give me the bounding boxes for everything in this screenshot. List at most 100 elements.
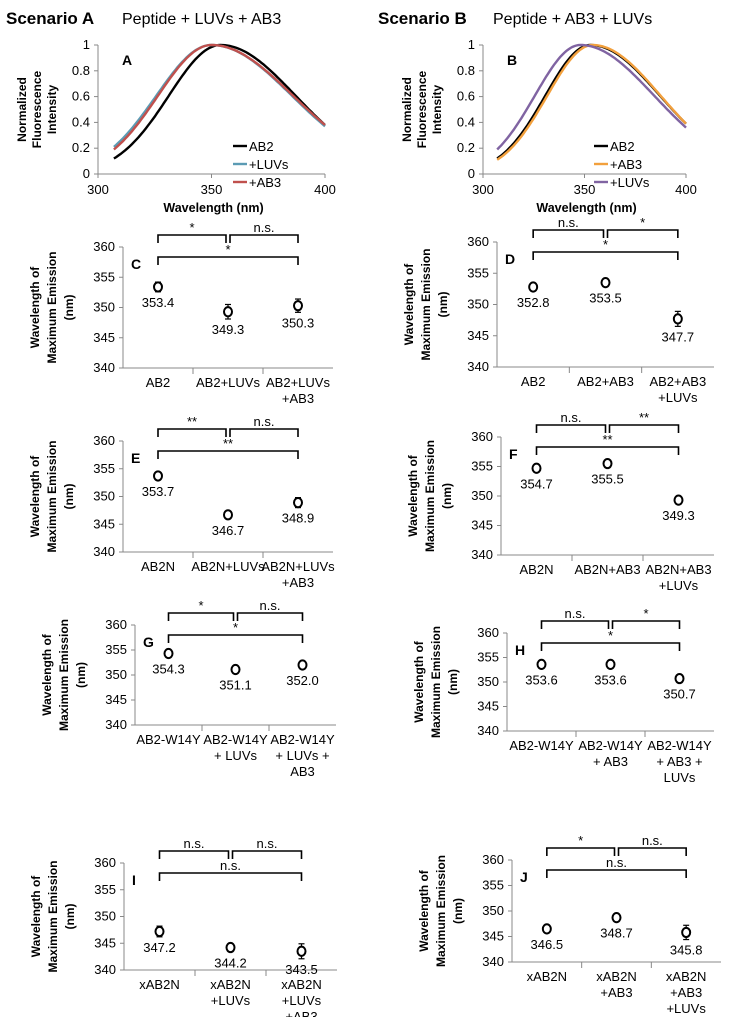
data-point xyxy=(153,281,163,293)
x-category-label: + AB3 xyxy=(593,754,628,769)
panel-letter: A xyxy=(122,52,132,68)
legend-entry: +LUVs xyxy=(249,157,289,172)
y-axis-label: Maximum Emission xyxy=(423,440,437,552)
data-point xyxy=(611,912,622,924)
data-point xyxy=(223,306,233,318)
data-point xyxy=(230,663,241,676)
chart-b: 0 0.2 0.4 0.6 0.8 1 300 350 400 Wavelength (nm) No… xyxy=(400,37,697,215)
significance-label: * xyxy=(233,620,238,635)
significance-bracket xyxy=(611,620,681,629)
significance-label: * xyxy=(640,215,645,230)
data-point xyxy=(674,672,685,685)
significance-label: * xyxy=(578,833,583,848)
series-line-ab2 xyxy=(113,43,326,160)
legend-entry: +AB3 xyxy=(610,157,642,172)
x-category-label: xAB2N xyxy=(666,969,706,984)
significance-bracket xyxy=(157,428,227,437)
panel-letter: I xyxy=(132,872,136,888)
y-axis-label: (nm) xyxy=(440,483,454,509)
panel-letter: F xyxy=(509,446,518,462)
significance-label: n.s. xyxy=(606,855,627,870)
x-category-label: AB2 xyxy=(521,374,546,389)
x-category-label: +AB3 xyxy=(600,985,632,1000)
y-axis-label: Maximum Emission xyxy=(45,440,59,552)
data-point xyxy=(605,658,616,670)
y-tick-label: 355 xyxy=(477,650,499,665)
x-category-label: AB2 xyxy=(146,375,171,390)
y-tick-label: 0 xyxy=(468,166,475,181)
significance-bracket xyxy=(606,229,679,238)
x-category-label: + LUVs xyxy=(214,748,257,763)
data-point xyxy=(297,659,308,671)
x-tick-label: 300 xyxy=(87,182,109,197)
data-label: 345.8 xyxy=(670,943,703,958)
data-label: 353.6 xyxy=(594,672,627,687)
y-axis-label: Maximum Emission xyxy=(429,626,443,738)
x-category-label: AB2+LUVs xyxy=(196,375,260,390)
x-category-label: AB2+LUVs xyxy=(266,375,330,390)
data-point xyxy=(293,497,303,509)
x-category-label: AB2N+AB3 xyxy=(645,562,711,577)
y-axis-label: Wavelength of xyxy=(28,455,42,538)
y-tick-label: 340 xyxy=(471,547,493,562)
y-axis-label: Normalized xyxy=(400,77,414,142)
y-tick-label: 360 xyxy=(105,617,127,632)
data-point xyxy=(163,647,174,660)
panel-letter: E xyxy=(131,450,140,466)
data-point xyxy=(602,457,613,470)
data-point xyxy=(673,494,684,506)
y-axis-label: Maximum Emission xyxy=(57,619,71,731)
x-category-label: xAB2N xyxy=(139,977,179,992)
x-category-label: LUVs xyxy=(664,770,696,785)
significance-bracket xyxy=(540,620,610,629)
data-point xyxy=(600,277,611,289)
y-tick-label: 340 xyxy=(105,717,127,732)
panel-letter: D xyxy=(505,251,515,267)
data-point xyxy=(528,281,539,293)
y-tick-label: 355 xyxy=(471,459,493,474)
data-label: 350.3 xyxy=(282,315,315,330)
data-label: 351.1 xyxy=(219,678,252,693)
y-tick-label: 360 xyxy=(482,852,504,867)
data-point xyxy=(153,470,163,482)
y-axis-label: Maximum Emission xyxy=(434,855,448,967)
series-line-luvs xyxy=(496,43,687,151)
x-category-label: +AB3 xyxy=(670,985,702,1000)
y-tick-label: 345 xyxy=(94,935,116,950)
data-label: 348.9 xyxy=(282,511,315,526)
y-axis-label: (nm) xyxy=(451,898,465,924)
x-axis-label: Wavelength (nm) xyxy=(163,201,263,215)
y-tick-label: 350 xyxy=(93,489,115,504)
significance-label: n.s. xyxy=(561,410,582,425)
data-point xyxy=(672,313,683,325)
x-tick-label: 400 xyxy=(675,182,697,197)
data-point xyxy=(536,658,547,670)
series-line-ab3 xyxy=(496,43,687,161)
data-point xyxy=(154,925,165,938)
significance-label: n.s. xyxy=(642,833,663,848)
significance-label: n.s. xyxy=(565,606,586,621)
y-axis-label: Wavelength of xyxy=(417,869,431,952)
legend-entry: AB2 xyxy=(249,139,274,154)
panel-letter: C xyxy=(131,256,141,272)
y-axis-label: (nm) xyxy=(74,662,88,688)
y-tick-label: 345 xyxy=(482,929,504,944)
data-label: 350.7 xyxy=(663,687,696,702)
significance-label: n.s. xyxy=(184,836,205,851)
y-tick-label: 0.2 xyxy=(457,140,475,155)
y-tick-label: 360 xyxy=(94,855,116,870)
x-category-label: AB2-W14Y xyxy=(647,738,712,753)
y-tick-label: 345 xyxy=(93,516,115,531)
data-point xyxy=(296,945,307,957)
significance-label: ** xyxy=(602,432,612,447)
series-line-ab2 xyxy=(496,43,687,160)
significance-bracket xyxy=(167,612,235,621)
y-tick-label: 340 xyxy=(94,962,116,977)
x-tick-label: 300 xyxy=(472,182,494,197)
legend-entry: +LUVs xyxy=(610,175,650,190)
x-category-label: xAB2N xyxy=(210,977,250,992)
panel-letter: B xyxy=(507,52,517,68)
